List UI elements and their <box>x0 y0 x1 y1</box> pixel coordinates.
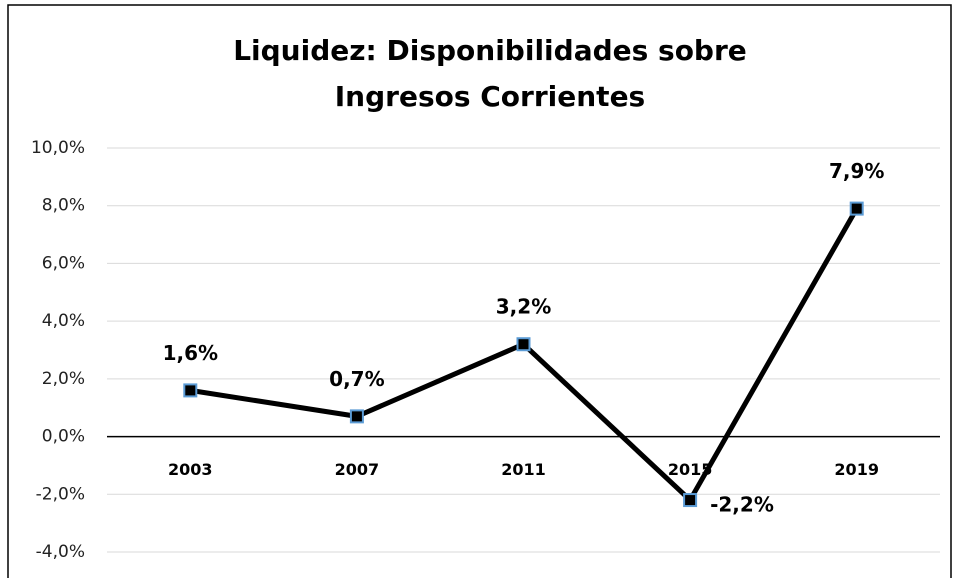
x-tick-label: 2011 <box>501 460 546 479</box>
y-tick-label: -4,0% <box>36 542 85 562</box>
y-tick-label: 6,0% <box>42 253 85 273</box>
x-tick-label: 2015 <box>668 460 713 479</box>
chart-title: Liquidez: Disponibilidades sobre Ingreso… <box>233 34 747 113</box>
data-label: 1,6% <box>163 341 218 365</box>
data-label: 7,9% <box>829 159 884 183</box>
data-label: 3,2% <box>496 295 551 319</box>
marker <box>349 409 364 424</box>
marker <box>849 201 864 216</box>
y-tick-label: -2,0% <box>36 484 85 504</box>
x-tick-label: 2003 <box>168 460 213 479</box>
x-tick-label: 2007 <box>335 460 380 479</box>
marker <box>516 337 531 352</box>
chart-frame <box>7 4 952 578</box>
y-tick-label: 8,0% <box>42 196 85 216</box>
line <box>189 207 859 503</box>
y-tick-label: 0,0% <box>42 427 85 447</box>
marker <box>183 383 198 398</box>
y-tick-label: 10,0% <box>31 138 85 158</box>
x-tick-label: 2019 <box>834 460 879 479</box>
data-label: -2,2% <box>710 493 774 517</box>
marker <box>683 493 698 508</box>
y-tick-label: 2,0% <box>42 369 85 389</box>
y-tick-label: 4,0% <box>42 311 85 331</box>
data-label: 0,7% <box>329 367 384 391</box>
